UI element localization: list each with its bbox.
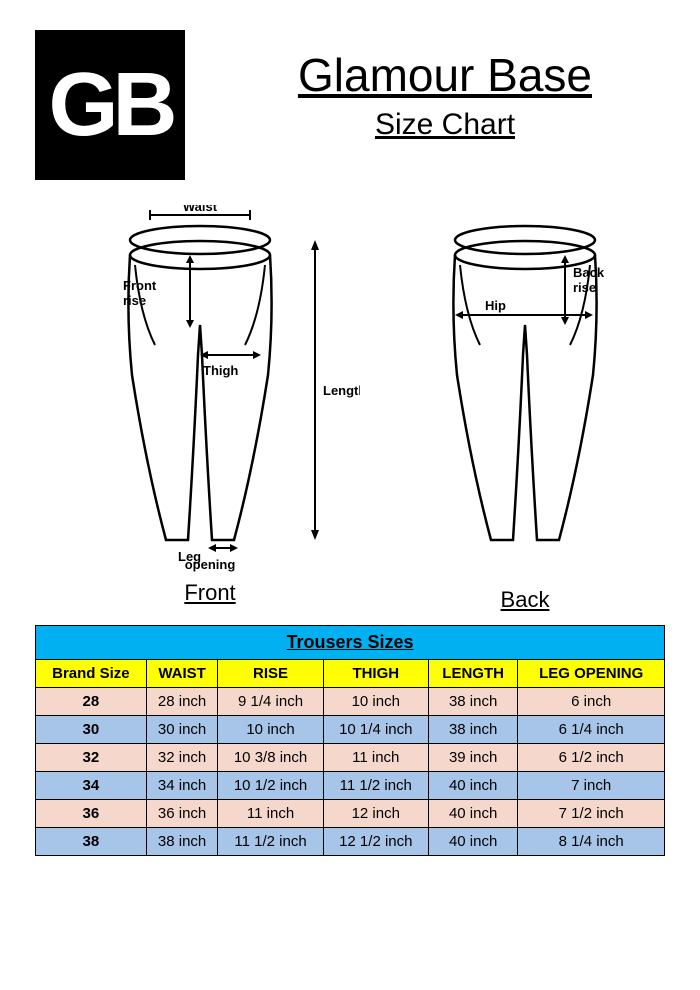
table-title: Trousers Sizes	[36, 626, 665, 660]
table-row: 3232 inch10 3/8 inch11 inch39 inch6 1/2 …	[36, 744, 665, 772]
table-row: 3030 inch10 inch10 1/4 inch38 inch6 1/4 …	[36, 716, 665, 744]
table-cell: 38 inch	[428, 688, 518, 716]
back-view-label: Back	[501, 587, 550, 613]
table-cell: 6 1/4 inch	[518, 716, 665, 744]
table-row: 2828 inch9 1/4 inch10 inch38 inch6 inch	[36, 688, 665, 716]
table-cell: 30	[36, 716, 147, 744]
table-cell: 11 inch	[323, 744, 428, 772]
label-front-rise-1: Front	[123, 278, 157, 293]
table-cell: 38 inch	[146, 828, 218, 856]
label-length: Length	[323, 383, 360, 398]
table-cell: 12 inch	[323, 800, 428, 828]
table-cell: 28 inch	[146, 688, 218, 716]
table-cell: 9 1/4 inch	[218, 688, 323, 716]
label-back-rise-1: Back	[573, 265, 605, 280]
table-cell: 10 inch	[218, 716, 323, 744]
table-cell: 28	[36, 688, 147, 716]
trousers-front-icon: Waist Front rise Thigh Length Leg	[60, 205, 360, 565]
table-title-row: Trousers Sizes	[36, 626, 665, 660]
label-hip: Hip	[485, 298, 506, 313]
table-cell: 32	[36, 744, 147, 772]
brand-name: Glamour Base	[225, 48, 665, 102]
col-brand-size: Brand Size	[36, 660, 147, 688]
header: GB Glamour Base Size Chart	[35, 30, 665, 180]
table-cell: 36 inch	[146, 800, 218, 828]
table-cell: 8 1/4 inch	[518, 828, 665, 856]
table-row: 3636 inch11 inch12 inch40 inch7 1/2 inch	[36, 800, 665, 828]
table-cell: 10 3/8 inch	[218, 744, 323, 772]
size-table: Trousers Sizes Brand Size WAIST RISE THI…	[35, 625, 665, 856]
table-cell: 10 1/4 inch	[323, 716, 428, 744]
table-row: 3434 inch10 1/2 inch11 1/2 inch40 inch7 …	[36, 772, 665, 800]
table-cell: 39 inch	[428, 744, 518, 772]
page-subtitle: Size Chart	[225, 108, 665, 142]
col-waist: WAIST	[146, 660, 218, 688]
table-cell: 36	[36, 800, 147, 828]
table-cell: 38	[36, 828, 147, 856]
table-header-row: Brand Size WAIST RISE THIGH LENGTH LEG O…	[36, 660, 665, 688]
trousers-back-icon: Back rise Hip	[410, 205, 640, 565]
table-cell: 40 inch	[428, 772, 518, 800]
label-back-rise-2: rise	[573, 280, 596, 295]
table-row: 3838 inch11 1/2 inch12 1/2 inch40 inch8 …	[36, 828, 665, 856]
label-thigh: Thigh	[203, 363, 238, 378]
table-cell: 7 inch	[518, 772, 665, 800]
col-leg-opening: LEG OPENING	[518, 660, 665, 688]
table-cell: 30 inch	[146, 716, 218, 744]
col-thigh: THIGH	[323, 660, 428, 688]
brand-logo: GB	[35, 30, 185, 180]
table-cell: 11 inch	[218, 800, 323, 828]
front-view-label: Front	[184, 580, 235, 606]
diagram-front: Waist Front rise Thigh Length Leg openin…	[60, 205, 360, 613]
label-leg-opening: opening	[185, 557, 236, 572]
col-rise: RISE	[218, 660, 323, 688]
table-cell: 6 1/2 inch	[518, 744, 665, 772]
diagram-back: Back rise Hip Back	[410, 205, 640, 613]
table-cell: 11 1/2 inch	[218, 828, 323, 856]
table-cell: 34 inch	[146, 772, 218, 800]
table-cell: 32 inch	[146, 744, 218, 772]
table-cell: 12 1/2 inch	[323, 828, 428, 856]
table-cell: 7 1/2 inch	[518, 800, 665, 828]
table-cell: 40 inch	[428, 828, 518, 856]
col-length: LENGTH	[428, 660, 518, 688]
title-block: Glamour Base Size Chart	[225, 30, 665, 142]
diagram-row: Waist Front rise Thigh Length Leg openin…	[35, 205, 665, 613]
label-waist: Waist	[183, 205, 218, 214]
table-cell: 10 inch	[323, 688, 428, 716]
table-cell: 38 inch	[428, 716, 518, 744]
table-cell: 40 inch	[428, 800, 518, 828]
table-cell: 10 1/2 inch	[218, 772, 323, 800]
table-cell: 11 1/2 inch	[323, 772, 428, 800]
table-cell: 6 inch	[518, 688, 665, 716]
table-cell: 34	[36, 772, 147, 800]
label-front-rise-2: rise	[123, 293, 146, 308]
